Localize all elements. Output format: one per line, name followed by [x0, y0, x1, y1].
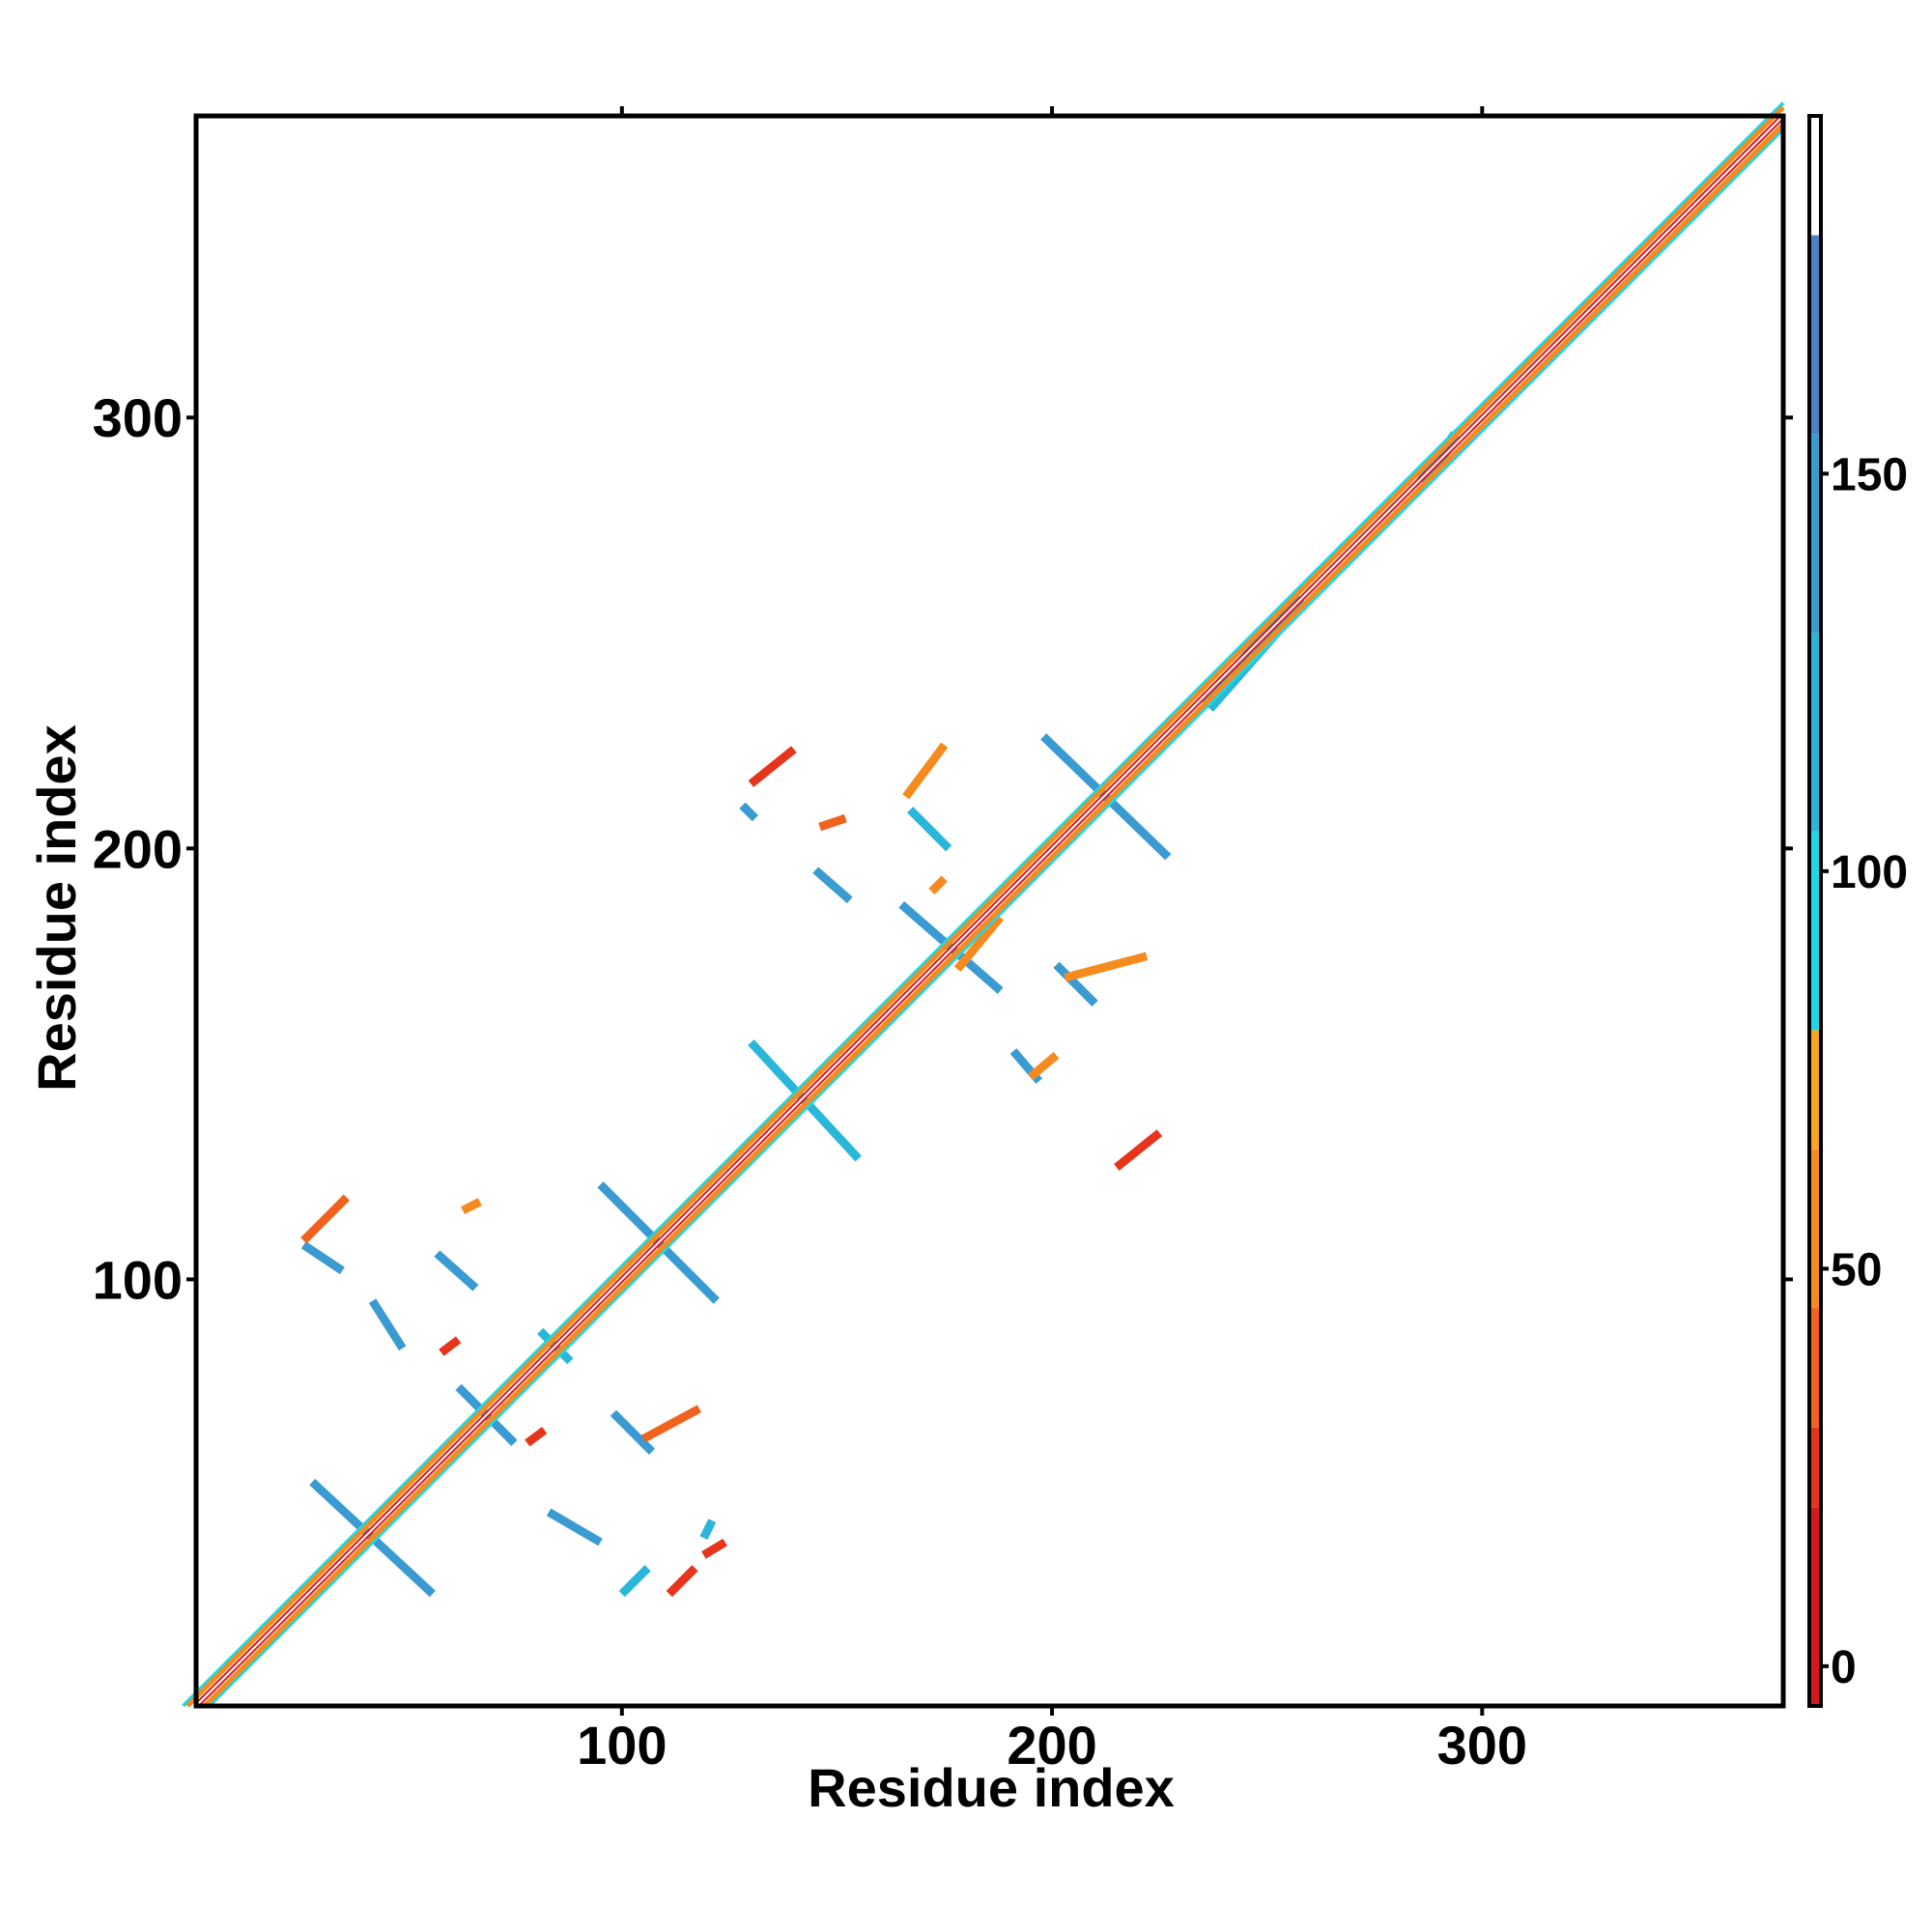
- colorbar-tick-label-1: 50: [1831, 1244, 1882, 1295]
- colorbar-segment-9: [1809, 116, 1821, 236]
- plot-area: [182, 101, 1786, 1709]
- contact-segment-33: [618, 1565, 651, 1598]
- colorbar-segment-1: [1809, 1427, 1821, 1508]
- x-axis-title: Residue index: [808, 1757, 1175, 1818]
- x-tick-label-2: 300: [1437, 1715, 1527, 1776]
- contact-segment-19: [461, 1198, 482, 1214]
- x-tick-label-0: 100: [577, 1715, 667, 1776]
- colorbar-segment-0: [1809, 1507, 1821, 1706]
- colorbar-segment-7: [1809, 434, 1821, 633]
- contact-segment-10: [546, 1508, 603, 1547]
- plot-frame: [193, 113, 1786, 1709]
- y-tick-label-2: 300: [93, 387, 183, 448]
- diagonal-band-1: [182, 101, 1785, 1708]
- contact-segment-7: [300, 1241, 345, 1275]
- colorbar-segment-4: [1809, 1030, 1821, 1150]
- contact-segment-35: [739, 802, 758, 822]
- contact-segment-22: [701, 1538, 727, 1559]
- diagonal-band-2: [203, 123, 1785, 1708]
- y-tick-label-0: 100: [93, 1249, 183, 1310]
- contact-segment-23: [1114, 1129, 1163, 1171]
- contact-segment-27: [902, 742, 949, 800]
- y-axis: 100 200 300: [93, 387, 1793, 1310]
- contact-segment-28: [1027, 1052, 1060, 1081]
- y-axis-title: Residue index: [26, 724, 87, 1092]
- colorbar-segment-3: [1809, 1149, 1821, 1309]
- contact-segment-26: [640, 1405, 702, 1443]
- colorbar-segment-2: [1809, 1308, 1821, 1428]
- contact-segment-21: [666, 1565, 698, 1598]
- colorbar-segment-5: [1809, 831, 1821, 1031]
- diagonal-band-0: [207, 127, 1785, 1708]
- contact-segment-34: [699, 1519, 717, 1540]
- y-tick-label-1: 200: [93, 818, 183, 879]
- contact-segment-11: [610, 1409, 656, 1455]
- colorbar: 0 50 100 150: [1807, 114, 1908, 1708]
- contact-segment-30: [439, 1336, 462, 1356]
- diagonal-band-3: [185, 105, 1785, 1708]
- contact-segment-9: [434, 1250, 479, 1292]
- diagonal-center: [195, 115, 1784, 1707]
- colorbar-segment-8: [1809, 235, 1821, 435]
- colorbar-tick-label-3: 150: [1831, 449, 1908, 500]
- contact-segment-15: [1053, 961, 1098, 1008]
- contact-segment-4: [748, 1039, 862, 1162]
- contact-segment-12: [812, 867, 853, 904]
- contact-segment-18: [300, 1194, 350, 1244]
- contact-segment-20: [748, 746, 797, 787]
- colorbar-tick-label-2: 100: [1831, 847, 1908, 898]
- x-tick-label-1: 200: [1007, 1715, 1096, 1776]
- colorbar-tick-label-0: 0: [1831, 1642, 1857, 1693]
- colorbar-frame: [1807, 114, 1823, 1708]
- contact-segment-31: [818, 813, 847, 832]
- colorbar-segment-6: [1809, 632, 1821, 832]
- contact-segment-29: [525, 1426, 548, 1447]
- contact-segment-32: [928, 875, 948, 895]
- x-axis: 100 200 300: [577, 106, 1527, 1776]
- contact-segment-24: [953, 914, 1005, 973]
- contact-segment-8: [368, 1298, 407, 1351]
- contact-segment-13: [907, 807, 952, 852]
- contact-segment-25: [1064, 952, 1149, 982]
